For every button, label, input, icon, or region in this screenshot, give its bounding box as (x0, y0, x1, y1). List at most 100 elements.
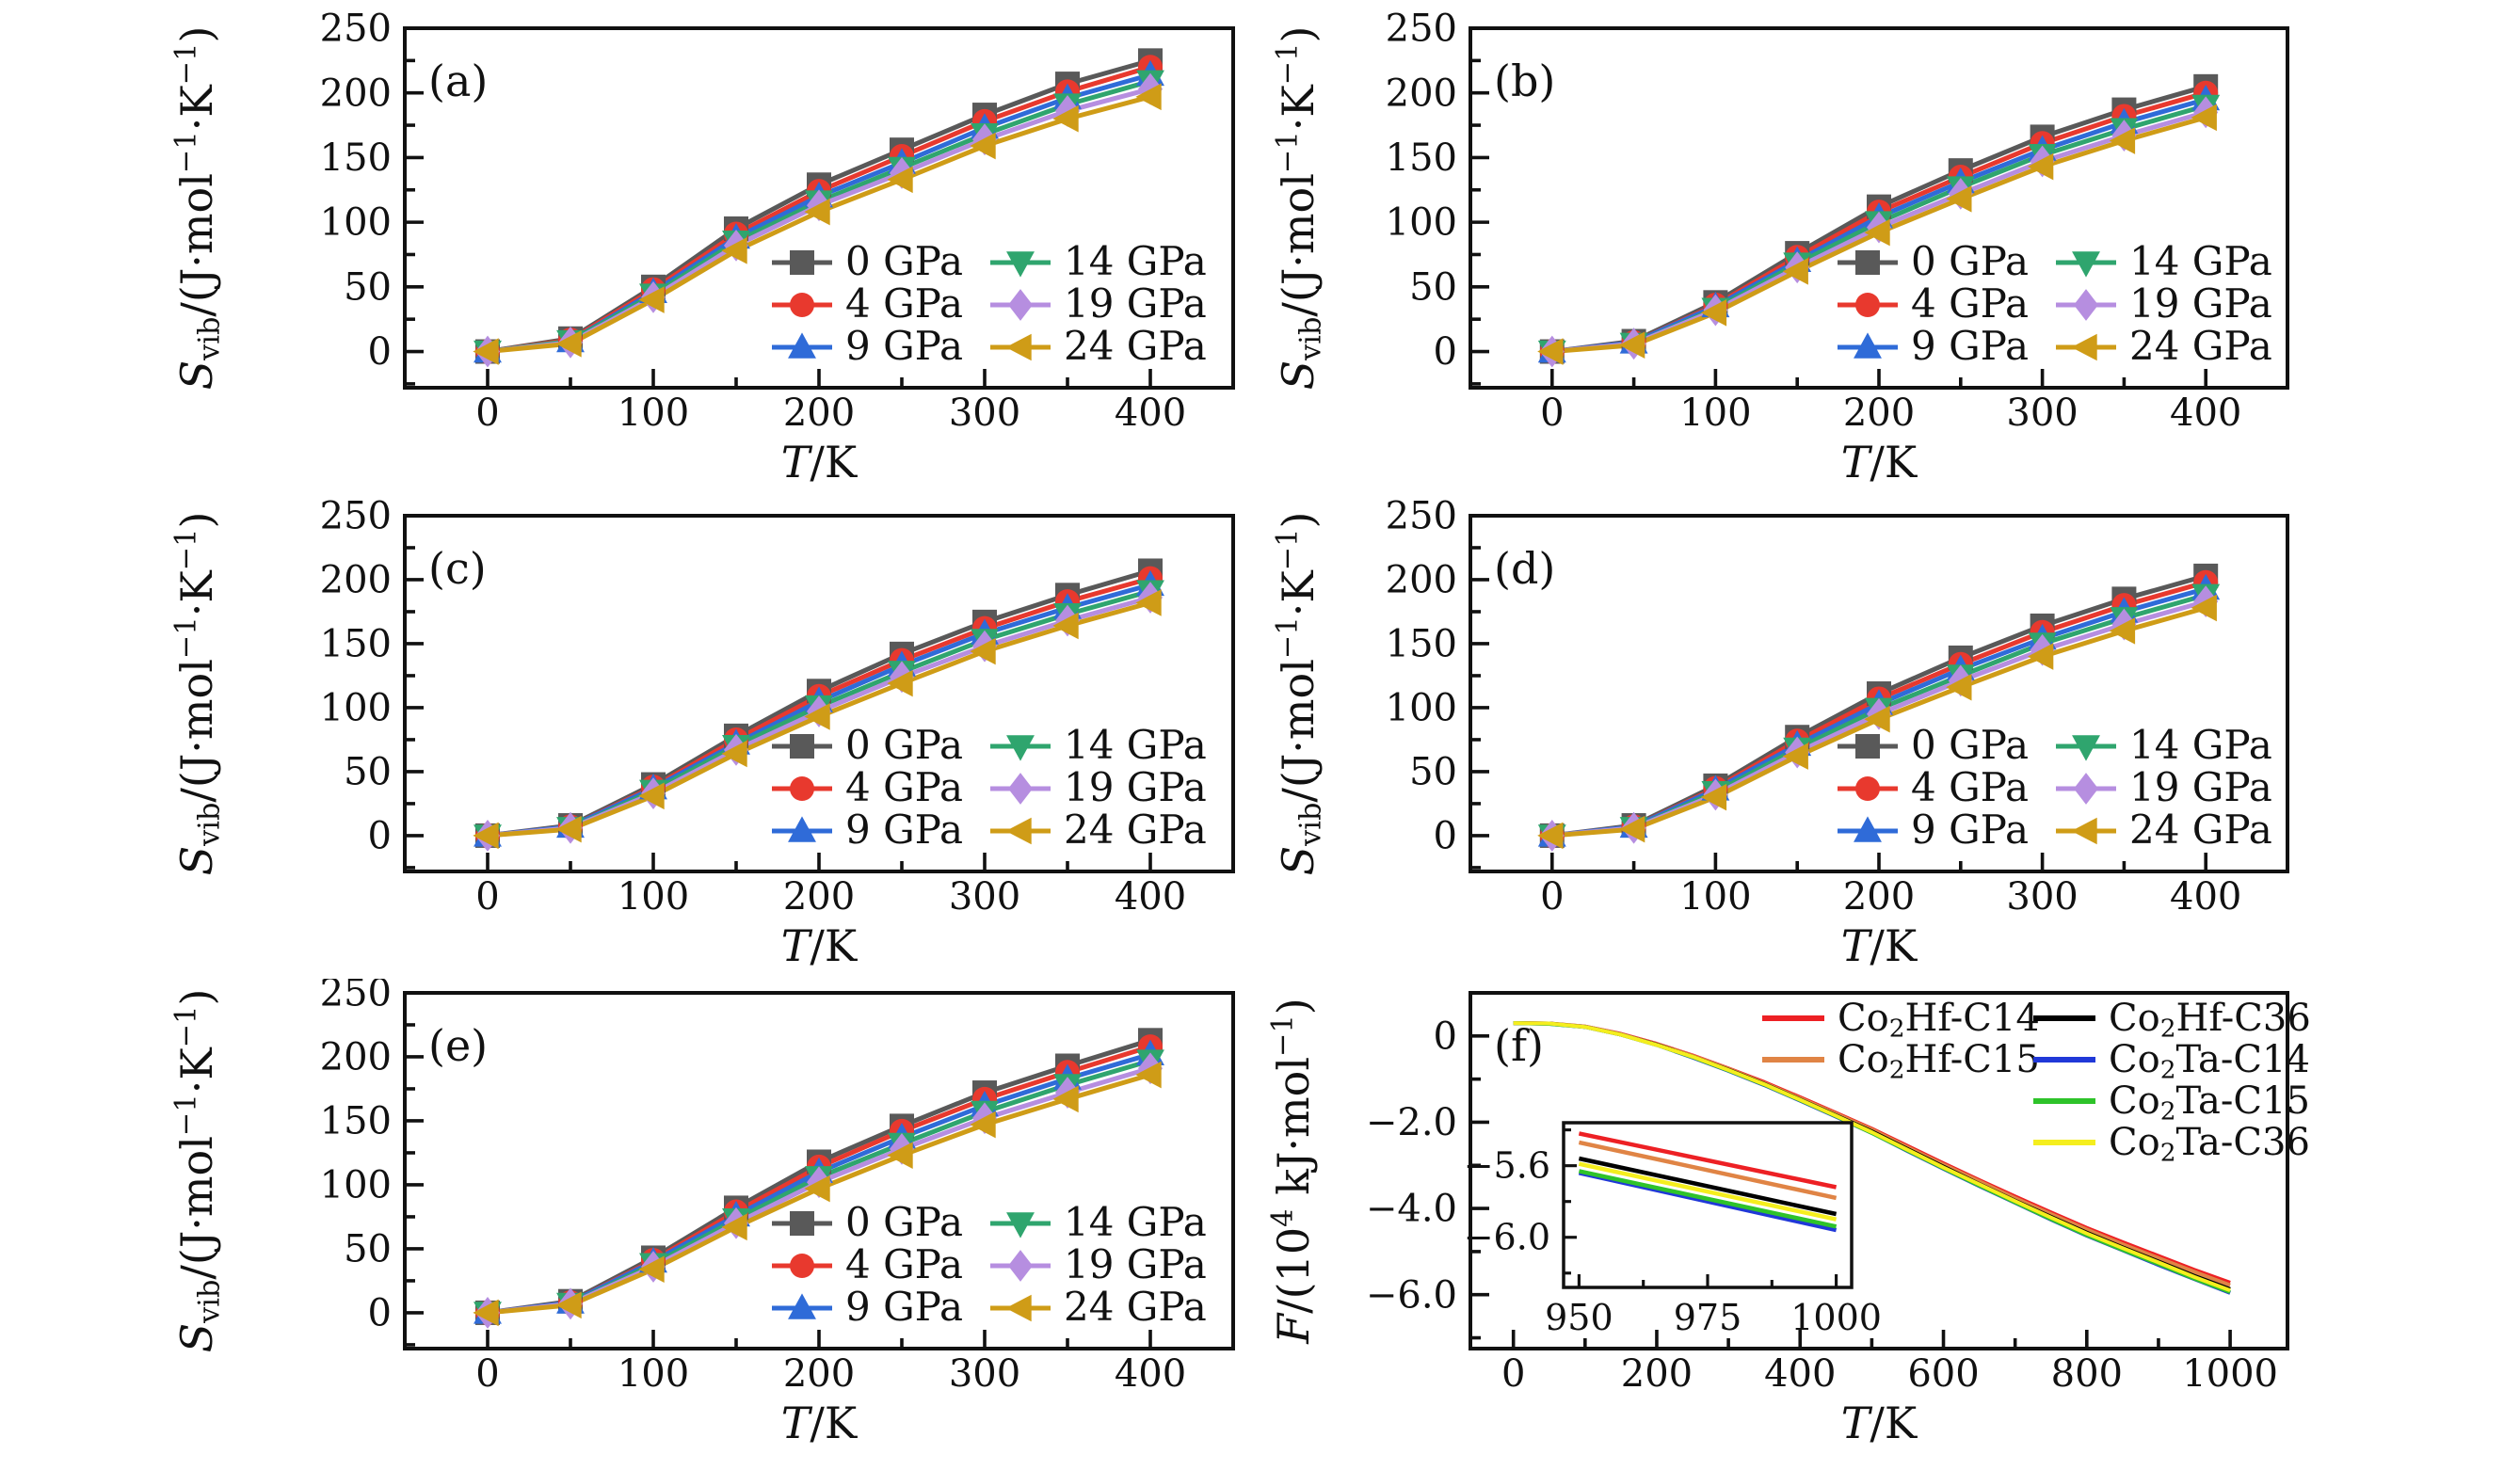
x-tick-label: 0 (1540, 391, 1564, 435)
marker-triangle-left (555, 815, 582, 843)
marker-triangle-up (788, 332, 816, 359)
legend-item-0-GPa: 0 GPa (1838, 722, 2029, 768)
legend-item-Co2Ta-C14: Co2Ta-C14 (2033, 1038, 2310, 1084)
marker-triangle-left (1537, 338, 1564, 365)
y-tick-label: 250 (320, 8, 392, 51)
axis-ticks (405, 991, 1152, 1349)
legend-item-14-GPa: 14 GPa (990, 722, 1207, 768)
legend-item-19-GPa: 19 GPa (990, 764, 1207, 810)
marker-diamond (2074, 289, 2098, 321)
legend-item-0-GPa: 0 GPa (1838, 238, 2029, 284)
marker-triangle-left (887, 1142, 913, 1169)
marker-triangle-left (1619, 331, 1645, 359)
y-axis-label: F/(104 kJ·mol−1) (1267, 998, 1319, 1345)
series-line-24-GPa (487, 94, 1151, 354)
x-axis-label: T/K (1841, 920, 1918, 971)
y-axis-label: Svib/(J·mol−1·K−1) (170, 989, 227, 1353)
x-tick-label: 1000 (2182, 1352, 2278, 1396)
legend-label: 4 GPa (845, 280, 963, 327)
marker-circle (1855, 293, 1880, 317)
panel-b-chart: 0 100 200 300 400 0 50 100 150 200 250 T/K Svib/(J·m… (1272, 8, 2289, 487)
series-line-Co2Hf-C36 (1578, 1156, 1838, 1217)
series-markers-24-GPa (1537, 104, 2217, 365)
marker-triangle-left (1135, 83, 1162, 111)
legend-item-14-GPa: 14 GPa (2056, 238, 2272, 284)
y-axis-label: Svib/(J·mol−1·K−1) (1272, 512, 1328, 876)
series-line-Co2Hf-C15 (1578, 1140, 1838, 1201)
marker-triangle-left (1052, 612, 1079, 640)
legend-item-24-GPa: 24 GPa (990, 1284, 1207, 1330)
marker-triangle-down (1006, 251, 1035, 278)
legend-label: 9 GPa (845, 807, 963, 853)
legend-label: 24 GPa (1064, 323, 1207, 369)
legend-item-9-GPa: 9 GPa (1838, 807, 2029, 853)
legend-item-9-GPa: 9 GPa (772, 1284, 963, 1330)
marker-triangle-left (970, 132, 996, 160)
x-tick-label: 400 (2170, 875, 2241, 919)
y-tick-label: 0 (1434, 330, 1457, 374)
legend-item-24-GPa: 24 GPa (990, 323, 1207, 369)
panel-c: 0 100 200 300 400 0 50 100 150 200 250 T/K Svib/(J·m… (158, 489, 1264, 1006)
legend-item-0-GPa: 0 GPa (772, 722, 963, 768)
marker-triangle-down (2072, 251, 2100, 278)
legend-label: 9 GPa (845, 323, 963, 369)
legend-label: Co2Hf-C15 (1838, 1038, 2040, 1084)
y-tick-label: −2.0 (1366, 1101, 1457, 1144)
marker-diamond (2074, 773, 2098, 805)
x-tick-label: 200 (783, 875, 855, 919)
legend-item-4-GPa: 4 GPa (772, 1241, 963, 1287)
marker-triangle-left (1946, 673, 1972, 701)
x-tick-label: 0 (475, 1352, 499, 1396)
legend-label: 0 GPa (845, 238, 963, 284)
legend-item-0-GPa: 0 GPa (772, 238, 963, 284)
legend-item-14-GPa: 14 GPa (2056, 722, 2272, 768)
y-tick-label: 150 (320, 1100, 392, 1143)
x-axis-label: T/K (1841, 437, 1918, 487)
panel-d-chart: 0 100 200 300 400 0 50 100 150 200 250 T/K Svib/(J·m… (1272, 495, 2289, 971)
x-tick-label: 300 (2006, 875, 2078, 919)
legend-item-24-GPa: 24 GPa (990, 807, 1207, 853)
axis-ticks (1564, 1128, 1838, 1287)
y-axis-label: Svib/(J·mol−1·K−1) (1272, 26, 1328, 391)
legend-item-4-GPa: 4 GPa (1838, 764, 2029, 810)
legend-label: Co2Ta-C36 (2109, 1121, 2310, 1167)
x-tick-label: 0 (475, 875, 499, 919)
marker-triangle-left (555, 329, 582, 358)
legend-label: Co2Hf-C36 (2109, 997, 2311, 1043)
panel-letter: (e) (428, 1020, 488, 1071)
marker-diamond (1008, 773, 1033, 805)
y-tick-label: 0 (1434, 1015, 1457, 1058)
x-tick-label: 300 (2006, 391, 2078, 435)
marker-square (1855, 250, 1880, 275)
x-tick-label: 600 (1907, 1352, 1979, 1396)
marker-triangle-left (473, 338, 499, 365)
marker-diamond (1008, 289, 1033, 321)
x-tick-label: 200 (1843, 875, 1915, 919)
marker-triangle-left (887, 669, 913, 697)
marker-triangle-left (1700, 299, 1727, 327)
legend-item-0-GPa: 0 GPa (772, 1199, 963, 1245)
x-tick-label: 400 (1115, 875, 1186, 919)
panel-letter: (d) (1494, 543, 1555, 594)
legend-label: 19 GPa (1064, 1241, 1207, 1287)
x-tick-label: 200 (783, 1352, 855, 1396)
marker-triangle-left (1052, 1085, 1079, 1113)
x-tick-label: 975 (1674, 1297, 1742, 1338)
legend-item-19-GPa: 19 GPa (990, 1241, 1207, 1287)
x-tick-label: 0 (1501, 1352, 1525, 1396)
marker-triangle-left (1864, 705, 1890, 733)
y-tick-label: −6.0 (1464, 1217, 1550, 1258)
x-tick-label: 0 (475, 391, 499, 435)
legend-item-14-GPa: 14 GPa (990, 1199, 1207, 1245)
x-axis-label: T/K (781, 1398, 859, 1448)
legend-label: 9 GPa (1911, 323, 2029, 369)
marker-triangle-up (1854, 332, 1882, 359)
marker-triangle-up (788, 816, 816, 842)
legend-label: 0 GPa (1911, 722, 2029, 768)
y-tick-label: 0 (368, 815, 392, 858)
axis-ticks (1470, 514, 2208, 871)
marker-triangle-down (1006, 735, 1035, 761)
